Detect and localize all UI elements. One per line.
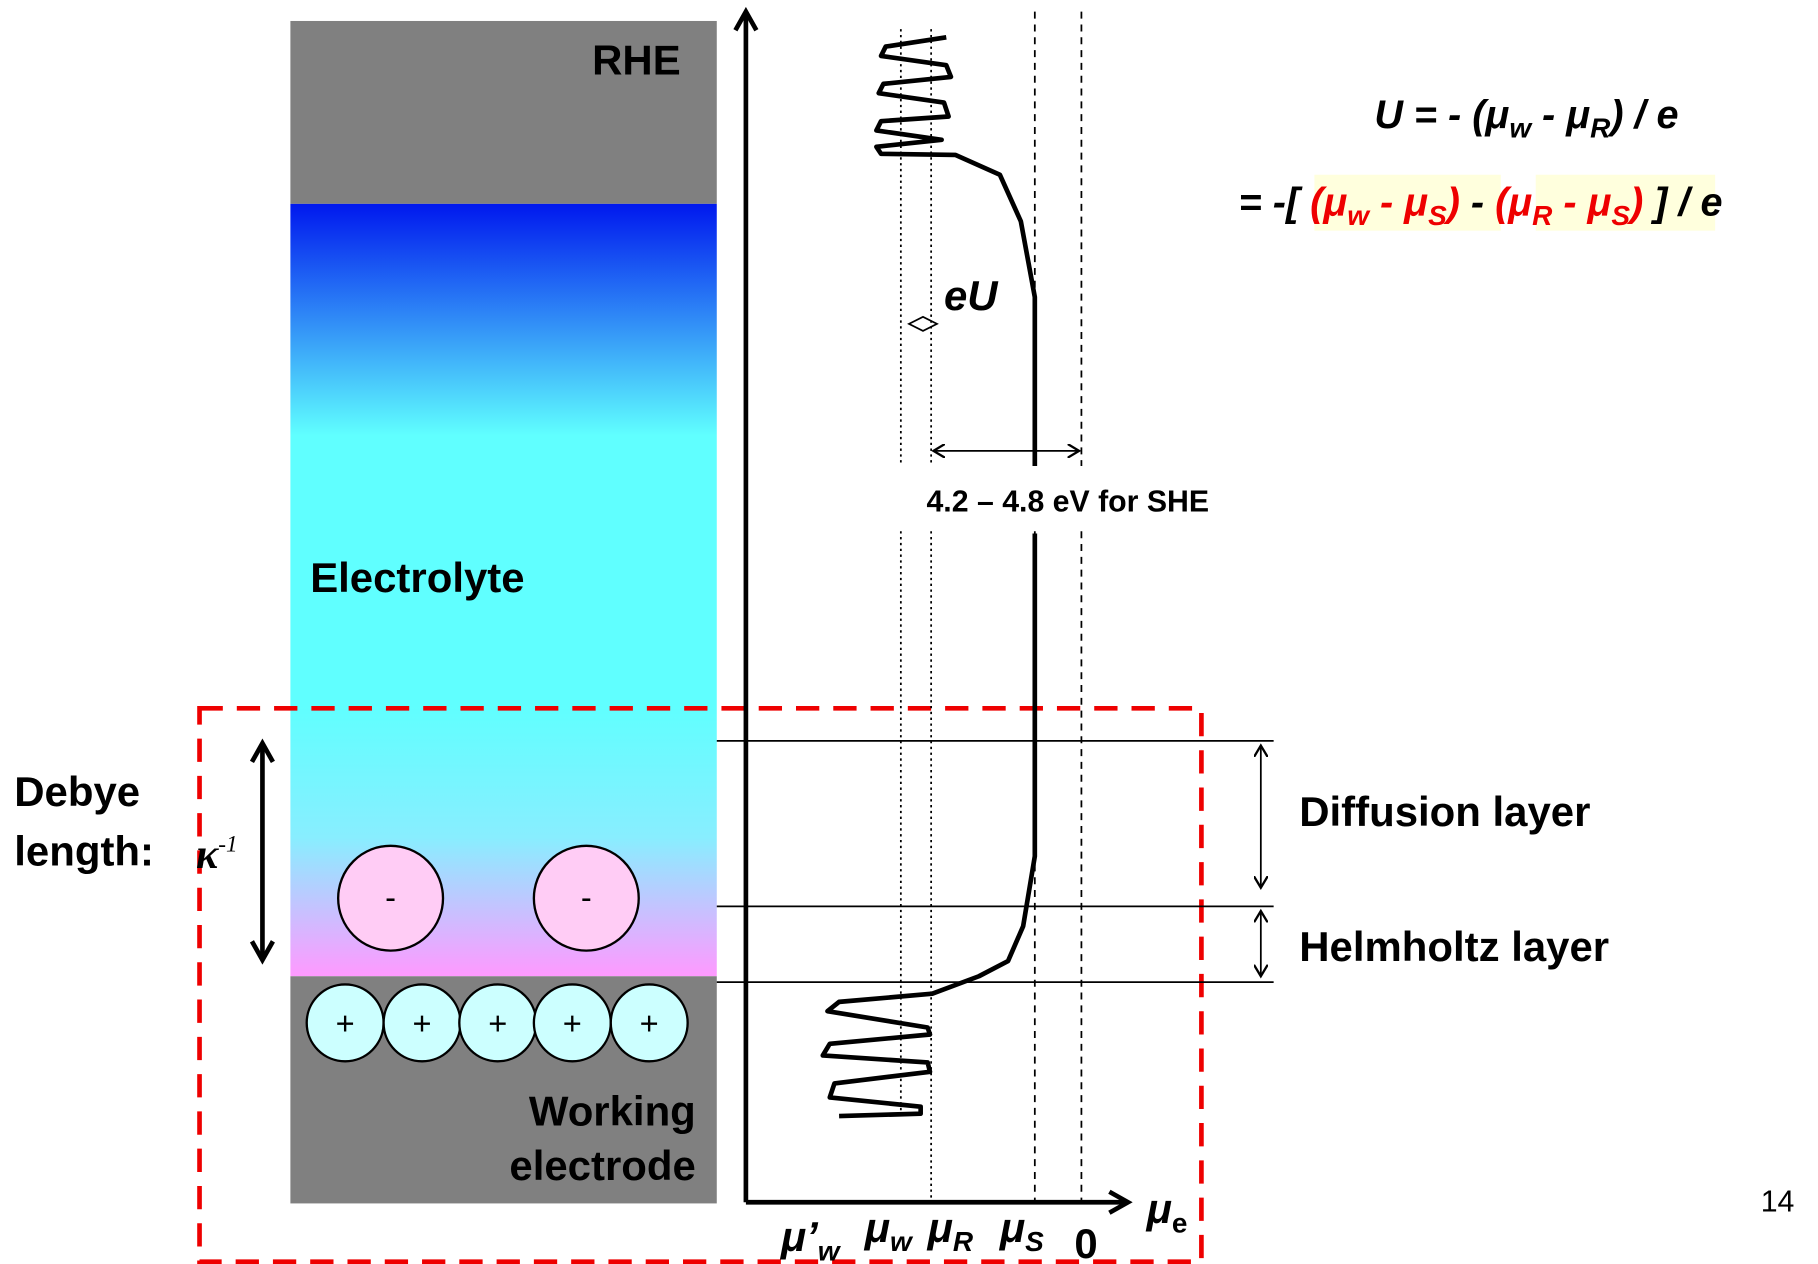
eq-part: S [1428,200,1447,231]
eq-part: - [1369,181,1404,225]
eq-part: μ [1403,181,1428,225]
x-label: 0 [1074,1220,1097,1264]
eq-part: = -[ [1239,181,1311,225]
ion-sign: + [336,1004,355,1041]
ion-sign: + [640,1004,659,1041]
gap-label: 4.2 – 4.8 eV for SHE [926,485,1209,518]
exponent: -1 [218,832,237,858]
eq-part: S [1611,200,1630,231]
ion-sign: - [385,879,396,916]
ion-sign: + [488,1004,507,1041]
symbol: μ’ [780,1213,819,1260]
eu-marker [909,317,937,331]
subscript: w [818,1236,842,1264]
debye-label: length: [14,828,154,875]
axis-label: μe [1146,1185,1188,1238]
subscript: w [890,1226,914,1257]
eq-part: R [1590,112,1610,143]
subscript: S [1025,1226,1044,1257]
eu-label: eU [944,272,999,319]
slide: RHE Electrolyte Working electrode - - + … [0,0,1818,1264]
ion-sign: - [581,879,592,916]
x-label: μS [999,1204,1044,1257]
layer-label: Diffusion layer [1299,788,1590,835]
x-label: μR [927,1204,973,1257]
reference-lines [901,12,1082,1203]
layer-label: Helmholtz layer [1299,923,1609,970]
eq-part: w [1347,200,1371,231]
page: {"top_electrode": "RHE", "electrolyte": … [0,0,1818,1264]
symbol: μ [999,1204,1025,1251]
positive-ions: + + + + + [307,984,688,1061]
eq-part: R [1532,200,1552,231]
electrode-label: electrode [509,1142,695,1189]
eq-part: μ [1322,181,1347,225]
eq-part: μ [1565,93,1590,137]
subscript: R [953,1226,973,1257]
eq-part: - [1460,181,1495,225]
x-label: μw [864,1204,914,1257]
potential-curve [823,37,1035,1116]
eq-part: U = - ( [1374,93,1489,137]
eq-part: - [1531,93,1566,137]
equation-line: = -[ (μw - μS) - (μR - μS) ] / e [1239,181,1723,231]
ion-sign: + [563,1004,582,1041]
equation-line: U = - (μw - μR) / e [1374,93,1678,143]
symbol: μ [1146,1185,1172,1232]
eq-part: w [1509,112,1533,143]
eq-part: ] / e [1643,181,1722,225]
rhe-label: RHE [592,37,681,84]
electrolyte-label: Electrolyte [310,554,524,601]
ion-sign: + [413,1004,432,1041]
eq-part: μ [1484,93,1509,137]
eq-part: ) / e [1606,93,1678,137]
symbol: μ [864,1204,890,1251]
debye-symbol: κ-1 [196,832,238,878]
electrode-label: Working [529,1087,696,1134]
page-number: 14 [1761,1186,1795,1219]
subscript: e [1172,1208,1188,1239]
debye-label: Debye [14,768,140,815]
x-label: μ’w [780,1213,842,1264]
symbol: κ [196,832,219,878]
eq-part: - [1552,181,1587,225]
symbol: μ [927,1204,953,1251]
eq-part: μ [1507,181,1532,225]
eq-part: μ [1587,181,1612,225]
